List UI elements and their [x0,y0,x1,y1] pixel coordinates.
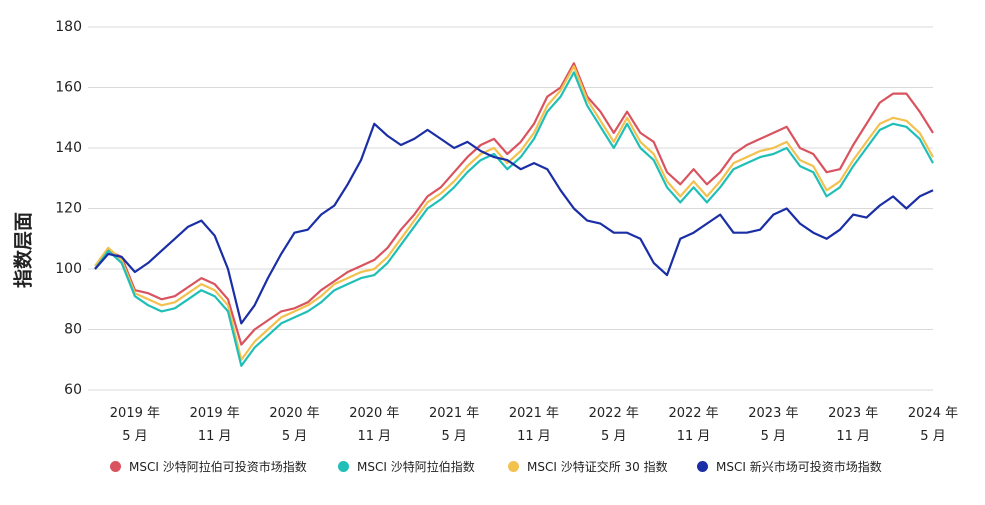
x-tick-label: 2019 年 5 月 [109,406,160,444]
series-line [94,122,934,325]
x-tick-label: 2024 年 5 月 [907,406,959,444]
legend-item: MSCI 沙特证交所 30 指数 [508,458,668,475]
y-axis-label: 指数层面 [12,212,35,288]
x-tick-label: 2023 年 11 月 [828,406,879,444]
y-tick-label: 60 [64,382,82,398]
legend-item: MSCI 沙特阿拉伯可投资市场指数 [110,458,307,475]
x-tick-label: 2021 年 5 月 [429,406,480,444]
legend-label: MSCI 新兴市场可投资市场指数 [716,460,882,474]
x-tick-label: 2020 年 5 月 [269,406,320,444]
x-tick-label: 2019 年 11 月 [189,406,240,444]
legend-label: MSCI 沙特阿拉伯可投资市场指数 [129,460,307,474]
legend-swatch [508,461,519,472]
series-line [94,62,934,346]
legend-swatch [110,461,121,472]
legend-item: MSCI 沙特阿拉伯指数 [338,458,475,475]
y-tick-label: 140 [55,140,82,156]
y-tick-label: 80 [64,322,82,338]
series-line [94,71,934,367]
legend-swatch [338,461,349,472]
x-tick-label: 2022 年 11 月 [668,406,719,444]
legend-swatch [697,461,708,472]
y-tick-label: 160 [55,80,82,96]
x-tick-label: 2021 年 11 月 [508,406,560,444]
legend-label: MSCI 沙特证交所 30 指数 [527,460,668,474]
y-tick-label: 120 [55,201,82,217]
y-tick-label: 180 [55,19,82,35]
legend-label: MSCI 沙特阿拉伯指数 [357,460,475,474]
x-tick-label: 2022 年 5 月 [588,406,639,444]
x-tick-label: 2020 年 11 月 [349,406,400,444]
legend-item: MSCI 新兴市场可投资市场指数 [697,458,882,475]
x-tick-label: 2023 年 5 月 [748,406,799,444]
y-tick-label: 100 [55,261,82,277]
series-line [94,65,934,361]
